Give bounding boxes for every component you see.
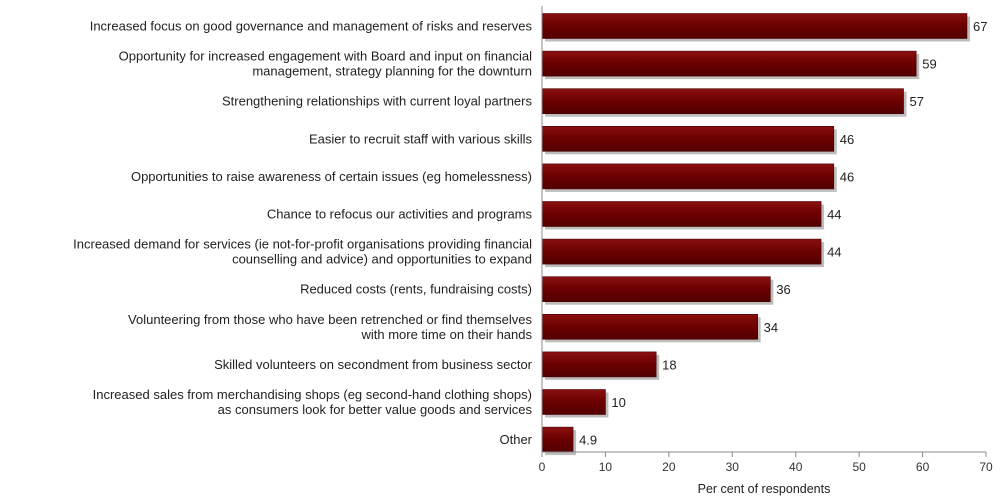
x-tick-label: 10 (599, 460, 613, 474)
bar (541, 389, 606, 415)
bar-value-label: 34 (764, 320, 778, 335)
category-labels: Increased focus on good governance and m… (73, 19, 533, 448)
category-label: Opportunities to raise awareness of cert… (131, 169, 532, 184)
bar (541, 88, 904, 114)
bar (541, 50, 917, 77)
bar-value-label: 46 (840, 132, 854, 147)
bar-value-label: 59 (922, 57, 936, 72)
category-label: Other (499, 432, 532, 447)
x-tick-label: 50 (852, 460, 866, 474)
bar-value-label: 10 (611, 395, 625, 410)
bar-value-label: 46 (840, 169, 854, 184)
category-label: Increased sales from merchandising shops… (93, 387, 532, 402)
bar (541, 426, 574, 453)
bar (541, 238, 822, 265)
bar-value-label: 44 (827, 245, 841, 260)
bar (541, 163, 835, 190)
x-tick-label: 30 (726, 460, 740, 474)
x-tick-label: 70 (979, 460, 993, 474)
bar-value-label: 57 (910, 94, 924, 109)
bar (541, 13, 968, 39)
bar (541, 351, 657, 378)
category-label: Easier to recruit staff with various ski… (309, 131, 532, 146)
bar-value-label: 44 (827, 207, 841, 222)
category-label: Increased focus on good governance and m… (90, 19, 533, 34)
bar-value-label: 67 (973, 19, 987, 34)
bar (541, 126, 835, 152)
category-label: as consumers look for better value goods… (218, 402, 533, 417)
bar (541, 313, 758, 340)
category-label: Opportunity for increased engagement wit… (119, 49, 532, 64)
category-label: Reduced costs (rents, fundraising costs) (300, 282, 532, 297)
bar-value-label: 18 (662, 357, 676, 372)
x-axis-title: Per cent of respondents (698, 482, 831, 496)
x-tick-label: 0 (539, 460, 546, 474)
category-label: Increased demand for services (ie not-fo… (73, 237, 532, 252)
category-label: Skilled volunteers on secondment from bu… (214, 357, 533, 372)
category-label: Strengthening relationships with current… (222, 94, 533, 109)
bar (541, 201, 822, 227)
category-label: management, strategy planning for the do… (252, 64, 532, 79)
category-label: with more time on their hands (360, 327, 532, 342)
category-label: Volunteering from those who have been re… (128, 312, 532, 327)
bar-value-label: 36 (776, 282, 790, 297)
x-axis: 0 10 20 30 40 50 60 70 (539, 6, 993, 474)
category-label: Chance to refocus our activities and pro… (267, 207, 533, 222)
bar (541, 276, 771, 303)
x-tick-label: 60 (916, 460, 930, 474)
bars-layer: 67 59 57 46 46 44 44 36 34 18 10 4.9 (541, 13, 987, 456)
category-label: counselling and advice) and opportunitie… (232, 252, 532, 267)
bar-value-label: 4.9 (579, 433, 597, 448)
x-tick-label: 20 (662, 460, 676, 474)
x-tick-label: 40 (789, 460, 803, 474)
